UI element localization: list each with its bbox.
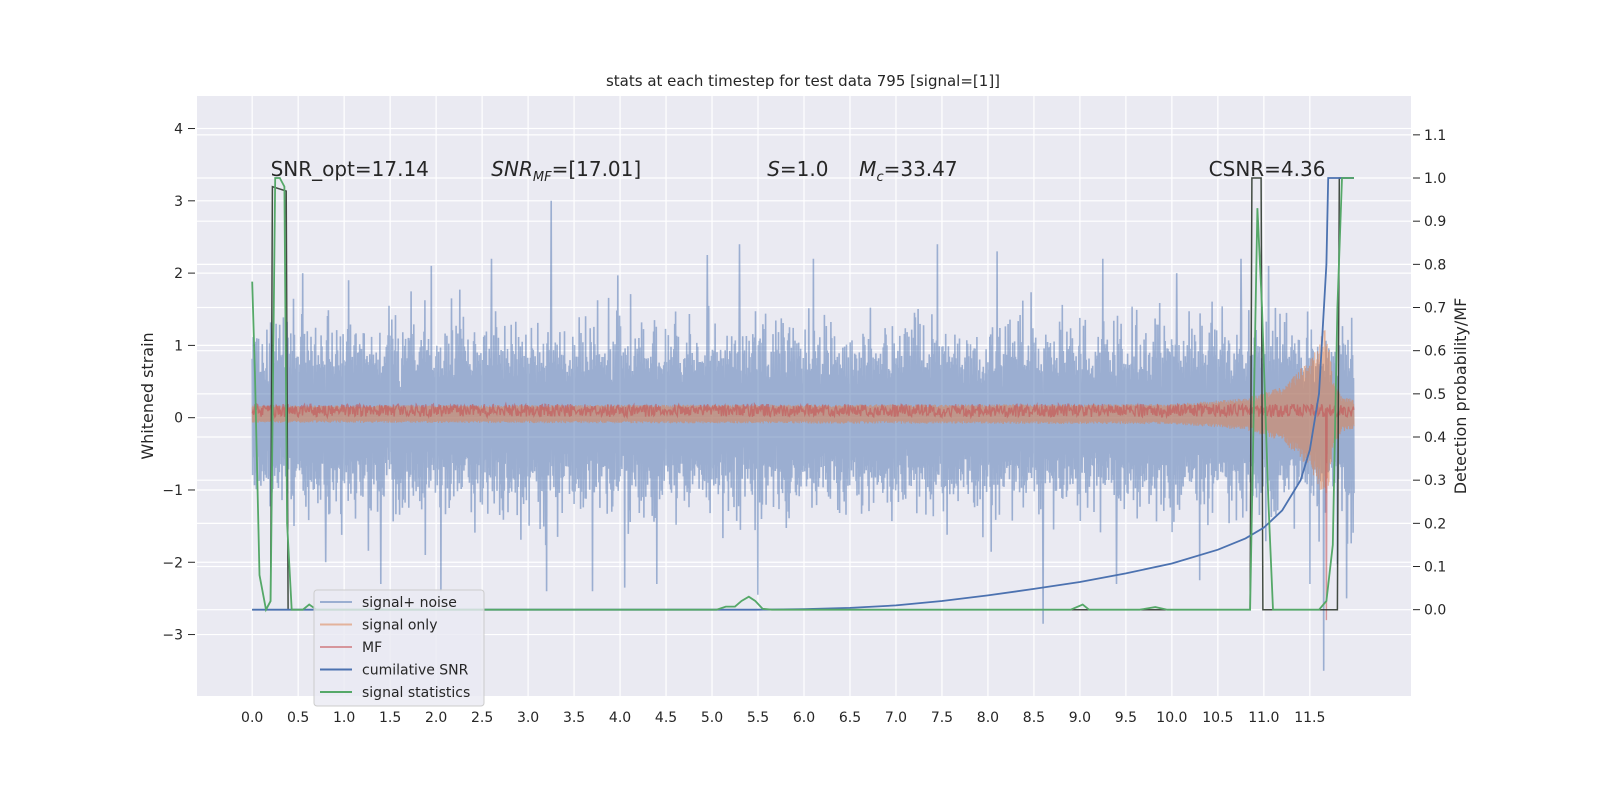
- x-tick-label: 10.0: [1156, 710, 1187, 726]
- y-tick-label-right: 0.0: [1424, 603, 1446, 619]
- annotation-1: SNRMF=[17.01]: [491, 157, 641, 185]
- legend-entry: signal only: [362, 618, 437, 634]
- annotation-0: SNR_opt=17.14: [271, 157, 429, 181]
- x-tick-label: 6.0: [793, 710, 815, 726]
- y-tick-label-left: 3: [174, 194, 183, 210]
- y-tick-label-left: 2: [174, 266, 183, 282]
- x-tick-label: 4.0: [609, 710, 631, 726]
- x-tick-label: 7.0: [885, 710, 907, 726]
- y-tick-labels-right: 1.1 1.0 0.9 0.8 0.7 0.6 0.5 0.4 0.3 0.2 0.1 0.0: [1413, 128, 1446, 619]
- x-tick-label: 5.5: [747, 710, 769, 726]
- y-tick-label-left: 0: [174, 411, 183, 427]
- y-tick-label-right: 0.5: [1424, 387, 1446, 403]
- y-tick-label-right: 0.3: [1424, 473, 1446, 489]
- series-cumulative-snr: [252, 177, 1354, 611]
- legend-entry: MF: [362, 640, 382, 656]
- x-tick-label: 2.5: [471, 710, 493, 726]
- y-tick-label-left: 4: [174, 122, 183, 138]
- x-tick-label: 1.0: [333, 710, 355, 726]
- x-tick-label: 3.0: [517, 710, 539, 726]
- x-tick-label: 1.5: [379, 710, 401, 726]
- y-tick-label-right: 1.1: [1424, 128, 1446, 144]
- y-tick-label-left: 1: [174, 338, 183, 354]
- x-tick-label: 7.5: [931, 710, 953, 726]
- x-tick-label: 3.5: [563, 710, 585, 726]
- y-tick-label-right: 0.7: [1424, 301, 1446, 317]
- x-tick-label: 8.0: [977, 710, 999, 726]
- y-tick-label-right: 0.8: [1424, 257, 1446, 273]
- x-tick-label: 0.5: [287, 710, 309, 726]
- x-tick-label: 11.5: [1294, 710, 1325, 726]
- annotations: SNR_opt=17.14 SNRMF=[17.01] S=1.0 Mc=33.47 C…: [271, 157, 1326, 185]
- chart-title: stats at each timestep for test data 795…: [606, 72, 1000, 90]
- legend: signal+ noise signal only MF cumilative SNR…: [313, 589, 485, 707]
- annotation-3: Mc=33.47: [859, 157, 957, 185]
- series-signal-statistics: [251, 177, 1354, 613]
- annotation-2: S=1.0: [767, 157, 828, 181]
- x-tick-labels: 0.0 0.5 1.0 1.5 2.0 2.5 3.0 3.5 4.0 4.5 5.0 5.5 6.0 6…: [241, 710, 1325, 726]
- y-tick-label-right: 1.0: [1424, 171, 1446, 187]
- legend-box: [313, 589, 485, 707]
- chart-series: [251, 177, 1355, 671]
- y-tick-label-right: 0.9: [1424, 214, 1446, 230]
- legend-entry: signal+ noise: [362, 595, 457, 611]
- y-tick-label-right: 0.1: [1424, 560, 1446, 576]
- y-tick-labels-left: 4 3 2 1 0 −1 −2 −3: [162, 122, 195, 644]
- x-tick-label: 9.5: [1115, 710, 1137, 726]
- x-tick-label: 10.5: [1202, 710, 1233, 726]
- legend-entry: cumilative SNR: [362, 663, 469, 679]
- y-tick-label-right: 0.6: [1424, 344, 1446, 360]
- y-axis-label-left: Whitened strain: [138, 332, 157, 459]
- y-tick-label-left: −3: [162, 628, 183, 644]
- x-tick-label: 8.5: [1023, 710, 1045, 726]
- x-tick-label: 11.0: [1248, 710, 1279, 726]
- x-tick-label: 2.0: [425, 710, 447, 726]
- x-tick-label: 9.0: [1069, 710, 1091, 726]
- x-tick-label: 0.0: [241, 710, 263, 726]
- x-tick-label: 6.5: [839, 710, 861, 726]
- x-tick-label: 4.5: [655, 710, 677, 726]
- y-tick-label-right: 0.4: [1424, 430, 1446, 446]
- y-tick-label-left: −2: [162, 555, 183, 571]
- y-tick-label-left: −1: [162, 483, 183, 499]
- annotation-4: CSNR=4.36: [1209, 157, 1326, 181]
- y-tick-label-right: 0.2: [1424, 516, 1446, 532]
- series-mf: [251, 401, 1355, 621]
- y-axis-label-right: Detection probability/MF: [1451, 298, 1470, 495]
- x-tick-label: 5.0: [701, 710, 723, 726]
- legend-entry: signal statistics: [362, 685, 470, 701]
